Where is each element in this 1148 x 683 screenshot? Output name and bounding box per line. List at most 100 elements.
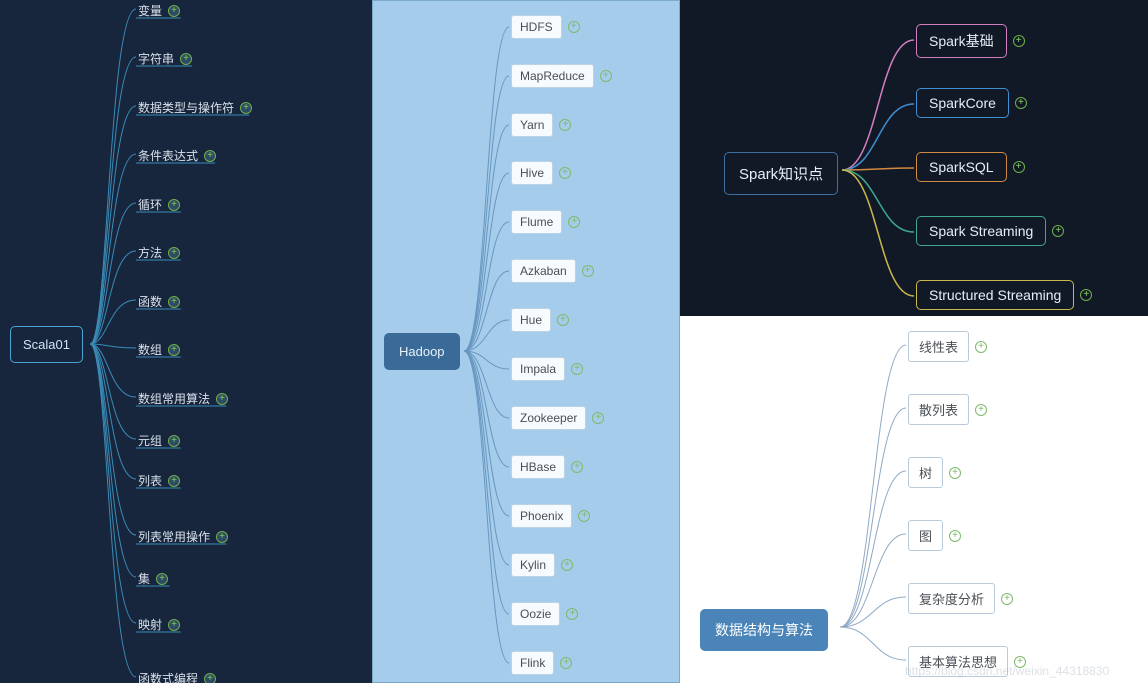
mindmap-child[interactable]: 数组+ bbox=[138, 339, 180, 360]
mindmap-child[interactable]: 循环+ bbox=[138, 194, 180, 215]
mindmap-child[interactable]: Impala+ bbox=[511, 357, 583, 381]
mindmap-child[interactable]: 集+ bbox=[138, 568, 168, 589]
mindmap-child[interactable]: Zookeeper+ bbox=[511, 406, 604, 430]
mindmap-child-label: Hive bbox=[511, 161, 553, 185]
mindmap-child-label: 树 bbox=[908, 457, 943, 488]
mindmap-child[interactable]: 复杂度分析+ bbox=[908, 583, 1013, 614]
expand-icon[interactable]: + bbox=[168, 296, 180, 308]
expand-icon[interactable]: + bbox=[975, 341, 987, 353]
mindmap-child[interactable]: Structured Streaming + bbox=[916, 280, 1092, 310]
expand-icon[interactable]: + bbox=[582, 265, 594, 277]
mindmap-child[interactable]: 元组+ bbox=[138, 430, 180, 451]
expand-icon[interactable]: + bbox=[1014, 656, 1026, 668]
mindmap-child[interactable]: Phoenix+ bbox=[511, 504, 590, 528]
expand-icon[interactable]: + bbox=[1080, 289, 1092, 301]
expand-icon[interactable]: + bbox=[949, 530, 961, 542]
expand-icon[interactable]: + bbox=[204, 150, 216, 162]
mindmap-child[interactable]: SparkCore + bbox=[916, 88, 1027, 118]
expand-icon[interactable]: + bbox=[566, 608, 578, 620]
mindmap-child[interactable]: 树+ bbox=[908, 457, 961, 488]
mindmap-child[interactable]: 映射+ bbox=[138, 614, 180, 635]
mindmap-child[interactable]: Yarn + bbox=[511, 113, 571, 137]
expand-icon[interactable]: + bbox=[1013, 35, 1025, 47]
mindmap-child[interactable]: 条件表达式+ bbox=[138, 145, 216, 166]
expand-icon[interactable]: + bbox=[1015, 97, 1027, 109]
expand-icon[interactable]: + bbox=[1001, 593, 1013, 605]
expand-icon[interactable]: + bbox=[559, 119, 571, 131]
expand-icon[interactable]: + bbox=[204, 673, 216, 683]
mindmap-child-label: Kylin bbox=[511, 553, 555, 577]
mindmap-child-label: HDFS bbox=[511, 15, 562, 39]
mindmap-child-label: Structured Streaming bbox=[916, 280, 1074, 310]
expand-icon[interactable]: + bbox=[568, 21, 580, 33]
mindmap-child-label: Yarn bbox=[511, 113, 553, 137]
expand-icon[interactable]: + bbox=[168, 344, 180, 356]
mindmap-child[interactable]: Hue+ bbox=[511, 308, 569, 332]
expand-icon[interactable]: + bbox=[571, 363, 583, 375]
mindmap-child[interactable]: 数据类型与操作符+ bbox=[138, 97, 252, 118]
expand-icon[interactable]: + bbox=[168, 5, 180, 17]
panel-hadoop: HadoopHDFS+MapReduce+Yarn+Hive+Flume+Azk… bbox=[372, 0, 680, 683]
mindmap-child[interactable]: Azkaban + bbox=[511, 259, 594, 283]
expand-icon[interactable]: + bbox=[578, 510, 590, 522]
mindmap-child[interactable]: 变量+ bbox=[138, 0, 180, 21]
expand-icon[interactable]: + bbox=[560, 657, 572, 669]
expand-icon[interactable]: + bbox=[168, 475, 180, 487]
panel-algo: 数据结构与算法线性表+散列表+树+图+复杂度分析+基本算法思想+https://… bbox=[680, 316, 1148, 683]
expand-icon[interactable]: + bbox=[240, 102, 252, 114]
mindmap-child[interactable]: Oozie+ bbox=[511, 602, 578, 626]
mindmap-child[interactable]: 函数式编程 + bbox=[138, 668, 216, 683]
mindmap-root[interactable]: Spark知识点 bbox=[724, 152, 838, 195]
mindmap-child[interactable]: HBase+ bbox=[511, 455, 583, 479]
mindmap-root-label: 数据结构与算法 bbox=[700, 609, 828, 651]
mindmap-child-label: 图 bbox=[908, 520, 943, 551]
mindmap-child[interactable]: 图+ bbox=[908, 520, 961, 551]
expand-icon[interactable]: + bbox=[168, 435, 180, 447]
expand-icon[interactable]: + bbox=[216, 393, 228, 405]
mindmap-child[interactable]: 散列表+ bbox=[908, 394, 987, 425]
expand-icon[interactable]: + bbox=[559, 167, 571, 179]
expand-icon[interactable]: + bbox=[557, 314, 569, 326]
mindmap-child-label: 列表 bbox=[138, 470, 162, 491]
expand-icon[interactable]: + bbox=[156, 573, 168, 585]
expand-icon[interactable]: + bbox=[561, 559, 573, 571]
expand-icon[interactable]: + bbox=[571, 461, 583, 473]
expand-icon[interactable]: + bbox=[592, 412, 604, 424]
mindmap-child-label: SparkCore bbox=[916, 88, 1009, 118]
mindmap-child[interactable]: SparkSQL+ bbox=[916, 152, 1025, 182]
mindmap-root[interactable]: Scala01 bbox=[10, 326, 83, 363]
expand-icon[interactable]: + bbox=[168, 247, 180, 259]
mindmap-child[interactable]: Hive + bbox=[511, 161, 571, 185]
mindmap-child[interactable]: 方法+ bbox=[138, 242, 180, 263]
mindmap-child[interactable]: 字符串+ bbox=[138, 48, 192, 69]
mindmap-child[interactable]: Flink+ bbox=[511, 651, 572, 675]
mindmap-child[interactable]: HDFS + bbox=[511, 15, 580, 39]
expand-icon[interactable]: + bbox=[600, 70, 612, 82]
mindmap-child[interactable]: 函数 + bbox=[138, 291, 180, 312]
mindmap-child[interactable]: Spark基础+ bbox=[916, 24, 1025, 58]
expand-icon[interactable]: + bbox=[216, 531, 228, 543]
mindmap-child[interactable]: Kylin + bbox=[511, 553, 573, 577]
mindmap-child[interactable]: 线性表+ bbox=[908, 331, 987, 362]
mindmap-root-label: Scala01 bbox=[10, 326, 83, 363]
mindmap-child-label: Azkaban bbox=[511, 259, 576, 283]
mindmap-child[interactable]: 列表常用操作+ bbox=[138, 526, 228, 547]
expand-icon[interactable]: + bbox=[949, 467, 961, 479]
mindmap-child[interactable]: Flume+ bbox=[511, 210, 580, 234]
expand-icon[interactable]: + bbox=[168, 199, 180, 211]
mindmap-child[interactable]: 数组常用算法+ bbox=[138, 388, 228, 409]
mindmap-child[interactable]: Spark Streaming+ bbox=[916, 216, 1064, 246]
mindmap-child[interactable]: 基本算法思想+ bbox=[908, 646, 1026, 677]
expand-icon[interactable]: + bbox=[180, 53, 192, 65]
expand-icon[interactable]: + bbox=[568, 216, 580, 228]
mindmap-child-label: 函数式编程 bbox=[138, 668, 198, 683]
expand-icon[interactable]: + bbox=[168, 619, 180, 631]
mindmap-root[interactable]: 数据结构与算法 bbox=[700, 609, 828, 651]
mindmap-child[interactable]: 列表 + bbox=[138, 470, 180, 491]
mindmap-root[interactable]: Hadoop bbox=[384, 333, 460, 370]
mindmap-child[interactable]: MapReduce+ bbox=[511, 64, 612, 88]
expand-icon[interactable]: + bbox=[975, 404, 987, 416]
expand-icon[interactable]: + bbox=[1013, 161, 1025, 173]
mindmap-child-label: 函数 bbox=[138, 291, 162, 312]
expand-icon[interactable]: + bbox=[1052, 225, 1064, 237]
